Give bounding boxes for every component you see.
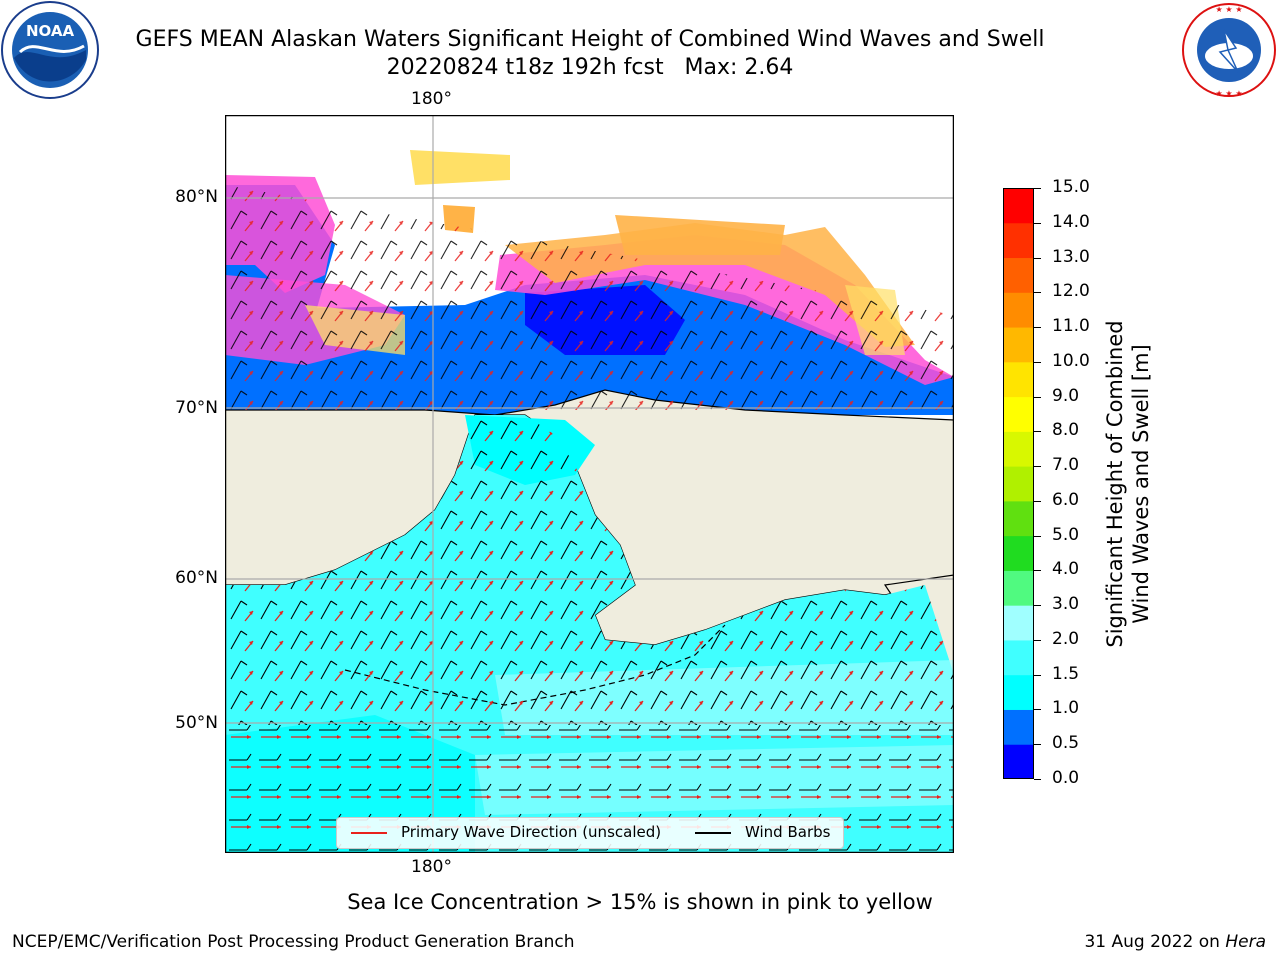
colorbar-tick-label: 13.0 [1052, 246, 1090, 267]
colorbar-label-line-2: Wind Waves and Swell [m] [1129, 344, 1153, 624]
colorbar-tick-mark [1034, 292, 1041, 294]
colorbar-tick-label: 8.0 [1052, 420, 1080, 441]
barbs-arctic [225, 185, 954, 410]
colorbar-segment [1003, 292, 1034, 328]
colorbar-tick-label: 0.0 [1052, 768, 1080, 788]
noaa-logo: NOAA [0, 0, 100, 100]
map-legend: Primary Wave Direction (unscaled) Wind B… [336, 817, 844, 849]
colorbar-tick-mark [1034, 327, 1041, 329]
colorbar-tick-mark [1034, 361, 1041, 363]
colorbar-segment [1003, 188, 1034, 224]
wind-barb-line-icon [695, 831, 731, 834]
graticule [225, 115, 954, 853]
colorbar-tick-label: 15.0 [1052, 177, 1090, 197]
colorbar-tick-label: 11.0 [1052, 316, 1090, 337]
svg-text:★ ★ ★: ★ ★ ★ [1215, 89, 1242, 98]
title-line-1: GEFS MEAN Alaskan Waters Significant Hei… [135, 27, 1045, 52]
colorbar-label: Significant Height of Combined Wind Wave… [1102, 184, 1154, 784]
lat-label-80n: 80°N [175, 187, 218, 207]
title-line-2: 20220824 t18z 192h fcst Max: 2.64 [386, 55, 794, 80]
colorbar-tick-label: 3.0 [1052, 594, 1080, 615]
sea-ice-orange-north [615, 215, 785, 255]
colorbar-tick-label: 9.0 [1052, 385, 1080, 406]
colorbar-segment [1003, 500, 1034, 537]
colorbar-tick-mark [1034, 605, 1041, 607]
credit-date: 31 Aug 2022 on [1084, 932, 1226, 952]
colorbar-segment [1003, 257, 1034, 293]
nws-logo: ★ ★ ★ ★ ★ ★ [1178, 0, 1280, 100]
colorbar-tick-mark [1034, 222, 1041, 224]
colorbar-segment [1003, 327, 1034, 363]
lat-label-70n: 70°N [175, 398, 218, 418]
colorbar-segment [1003, 744, 1034, 780]
colorbar-tick-label: 2.0 [1052, 628, 1080, 649]
map-svg [224, 114, 955, 854]
colorbar-tick-mark [1034, 396, 1041, 398]
colorbar-tick-label: 10.0 [1052, 350, 1090, 371]
colorbar-svg [1003, 188, 1034, 780]
colorbar-segment [1003, 361, 1034, 398]
colorbar-segment [1003, 639, 1034, 676]
colorbar-segment [1003, 674, 1034, 710]
sea-ice-yellow-floe [410, 150, 510, 185]
map-panel [224, 114, 955, 854]
svg-text:★ ★ ★: ★ ★ ★ [1215, 5, 1242, 14]
colorbar-tick-mark [1034, 779, 1041, 780]
lon-label-top: 180° [411, 89, 452, 109]
colorbar-tick-label: 4.0 [1052, 559, 1080, 580]
colorbar-tick-mark [1034, 535, 1041, 537]
legend-wind-barbs-label: Wind Barbs [745, 823, 831, 841]
noaa-logo-text: NOAA [26, 22, 75, 40]
colorbar-tick-mark [1034, 744, 1041, 746]
legend-entry-wind-barbs: Wind Barbs [695, 823, 830, 841]
map-title: GEFS MEAN Alaskan Waters Significant Hei… [0, 26, 1180, 82]
colorbar-tick-mark [1034, 500, 1041, 502]
colorbar-tick-label: 14.0 [1052, 211, 1090, 232]
sea-ice-note: Sea Ice Concentration > 15% is shown in … [347, 890, 933, 914]
colorbar-label-line-1: Significant Height of Combined [1103, 320, 1127, 648]
colorbar-segment [1003, 709, 1034, 745]
colorbar-tick-mark [1034, 570, 1041, 572]
colorbar-tick-label: 12.0 [1052, 281, 1090, 302]
colorbar-segment [1003, 222, 1034, 259]
colorbar-tick-mark [1034, 709, 1041, 711]
barbs-bering [225, 415, 954, 725]
legend-entry-wave-direction: Primary Wave Direction (unscaled) [351, 823, 661, 841]
colorbar-segment [1003, 466, 1034, 502]
colorbar-tick-label: 5.0 [1052, 524, 1080, 545]
credit-branch: NCEP/EMC/Verification Post Processing Pr… [12, 932, 575, 952]
colorbar-tick-label: 1.0 [1052, 698, 1080, 719]
colorbar-tick-mark [1034, 188, 1041, 189]
colorbar-tick-mark [1034, 431, 1041, 433]
colorbar [1003, 188, 1034, 780]
colorbar-segment [1003, 605, 1034, 641]
colorbar-segment [1003, 570, 1034, 606]
colorbar-tick-mark [1034, 466, 1041, 468]
lon-label-bottom: 180° [411, 857, 452, 877]
legend-wave-direction-label: Primary Wave Direction (unscaled) [401, 823, 662, 841]
credit-date-host: 31 Aug 2022 on Hera [1084, 932, 1266, 952]
colorbar-tick-mark [1034, 639, 1041, 641]
colorbar-tick-mark [1034, 257, 1041, 259]
colorbar-tick-label: 1.5 [1052, 663, 1080, 684]
colorbar-tick-label: 7.0 [1052, 455, 1080, 476]
colorbar-segment [1003, 431, 1034, 467]
wave-direction-line-icon [351, 831, 387, 834]
colorbar-tick-label: 6.0 [1052, 489, 1080, 510]
credit-host: Hera [1225, 932, 1266, 952]
lat-label-50n: 50°N [175, 713, 218, 733]
lat-label-60n: 60°N [175, 568, 218, 588]
colorbar-segment [1003, 396, 1034, 432]
colorbar-tick-label: 0.5 [1052, 733, 1080, 754]
colorbar-segment [1003, 535, 1034, 571]
colorbar-tick-mark [1034, 674, 1041, 676]
